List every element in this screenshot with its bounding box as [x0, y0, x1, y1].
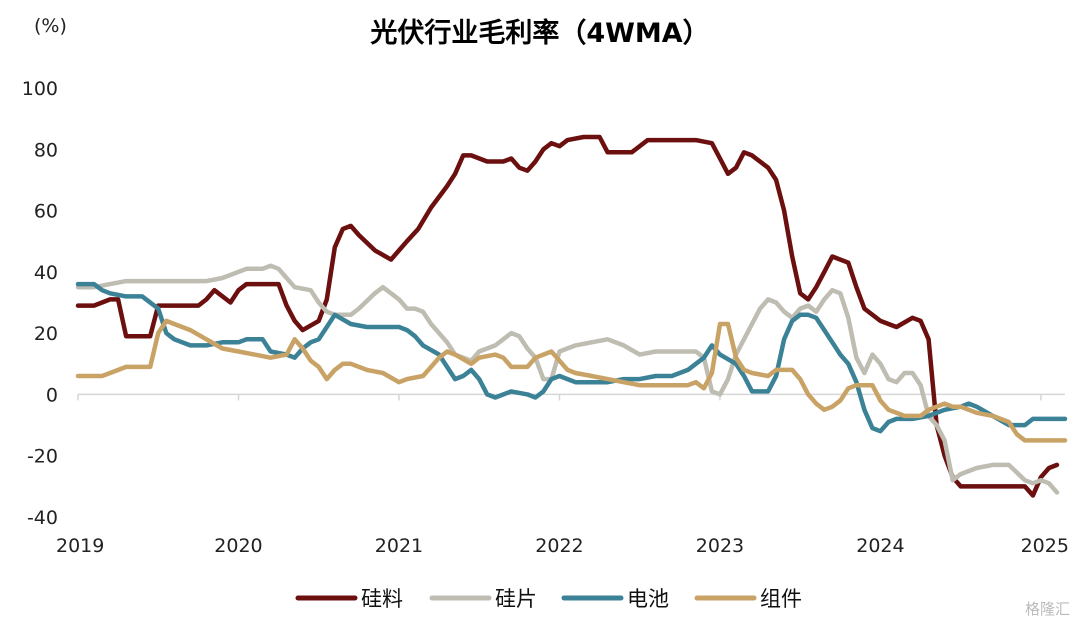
y-tick-label: -40 — [27, 507, 58, 529]
series-line-2 — [75, 281, 1068, 434]
y-unit-label: (%) — [34, 15, 67, 37]
legend-label-0: 硅料 — [361, 587, 403, 611]
x-tick-label: 2024 — [856, 535, 904, 557]
chart-title: 光伏行业毛利率（4WMA） — [369, 17, 709, 49]
y-tick-label: 100 — [22, 78, 58, 100]
x-tick-label: 2019 — [56, 535, 104, 557]
y-axis: 100 80 60 40 20 0 -20 -40 — [22, 78, 58, 529]
y-tick-label: 60 — [34, 201, 58, 223]
series-line-3 — [75, 318, 1068, 443]
x-tick-label: 2023 — [696, 535, 744, 557]
series-lines — [75, 134, 1068, 498]
watermark-text: 格隆汇 — [1025, 600, 1070, 618]
x-tick-label: 2020 — [214, 535, 262, 557]
legend: 硅料 硅片 电池 组件 — [295, 587, 802, 611]
y-tick-label: 40 — [34, 262, 58, 284]
series-line-1 — [75, 263, 1060, 495]
legend-label-2: 电池 — [627, 587, 669, 611]
legend-label-1: 硅片 — [495, 587, 537, 611]
x-tick-label: 2025 — [1021, 535, 1069, 557]
y-tick-label: 20 — [34, 323, 58, 345]
series-line-0 — [75, 134, 1060, 498]
y-tick-label: -20 — [27, 446, 58, 468]
x-tick-label: 2021 — [375, 535, 423, 557]
legend-label-3: 组件 — [760, 587, 802, 611]
y-tick-label: 0 — [46, 384, 58, 406]
x-tick-label: 2022 — [535, 535, 583, 557]
x-axis: 2019 2020 2021 2022 2023 2024 2025 — [56, 393, 1069, 557]
y-tick-label: 80 — [34, 139, 58, 161]
